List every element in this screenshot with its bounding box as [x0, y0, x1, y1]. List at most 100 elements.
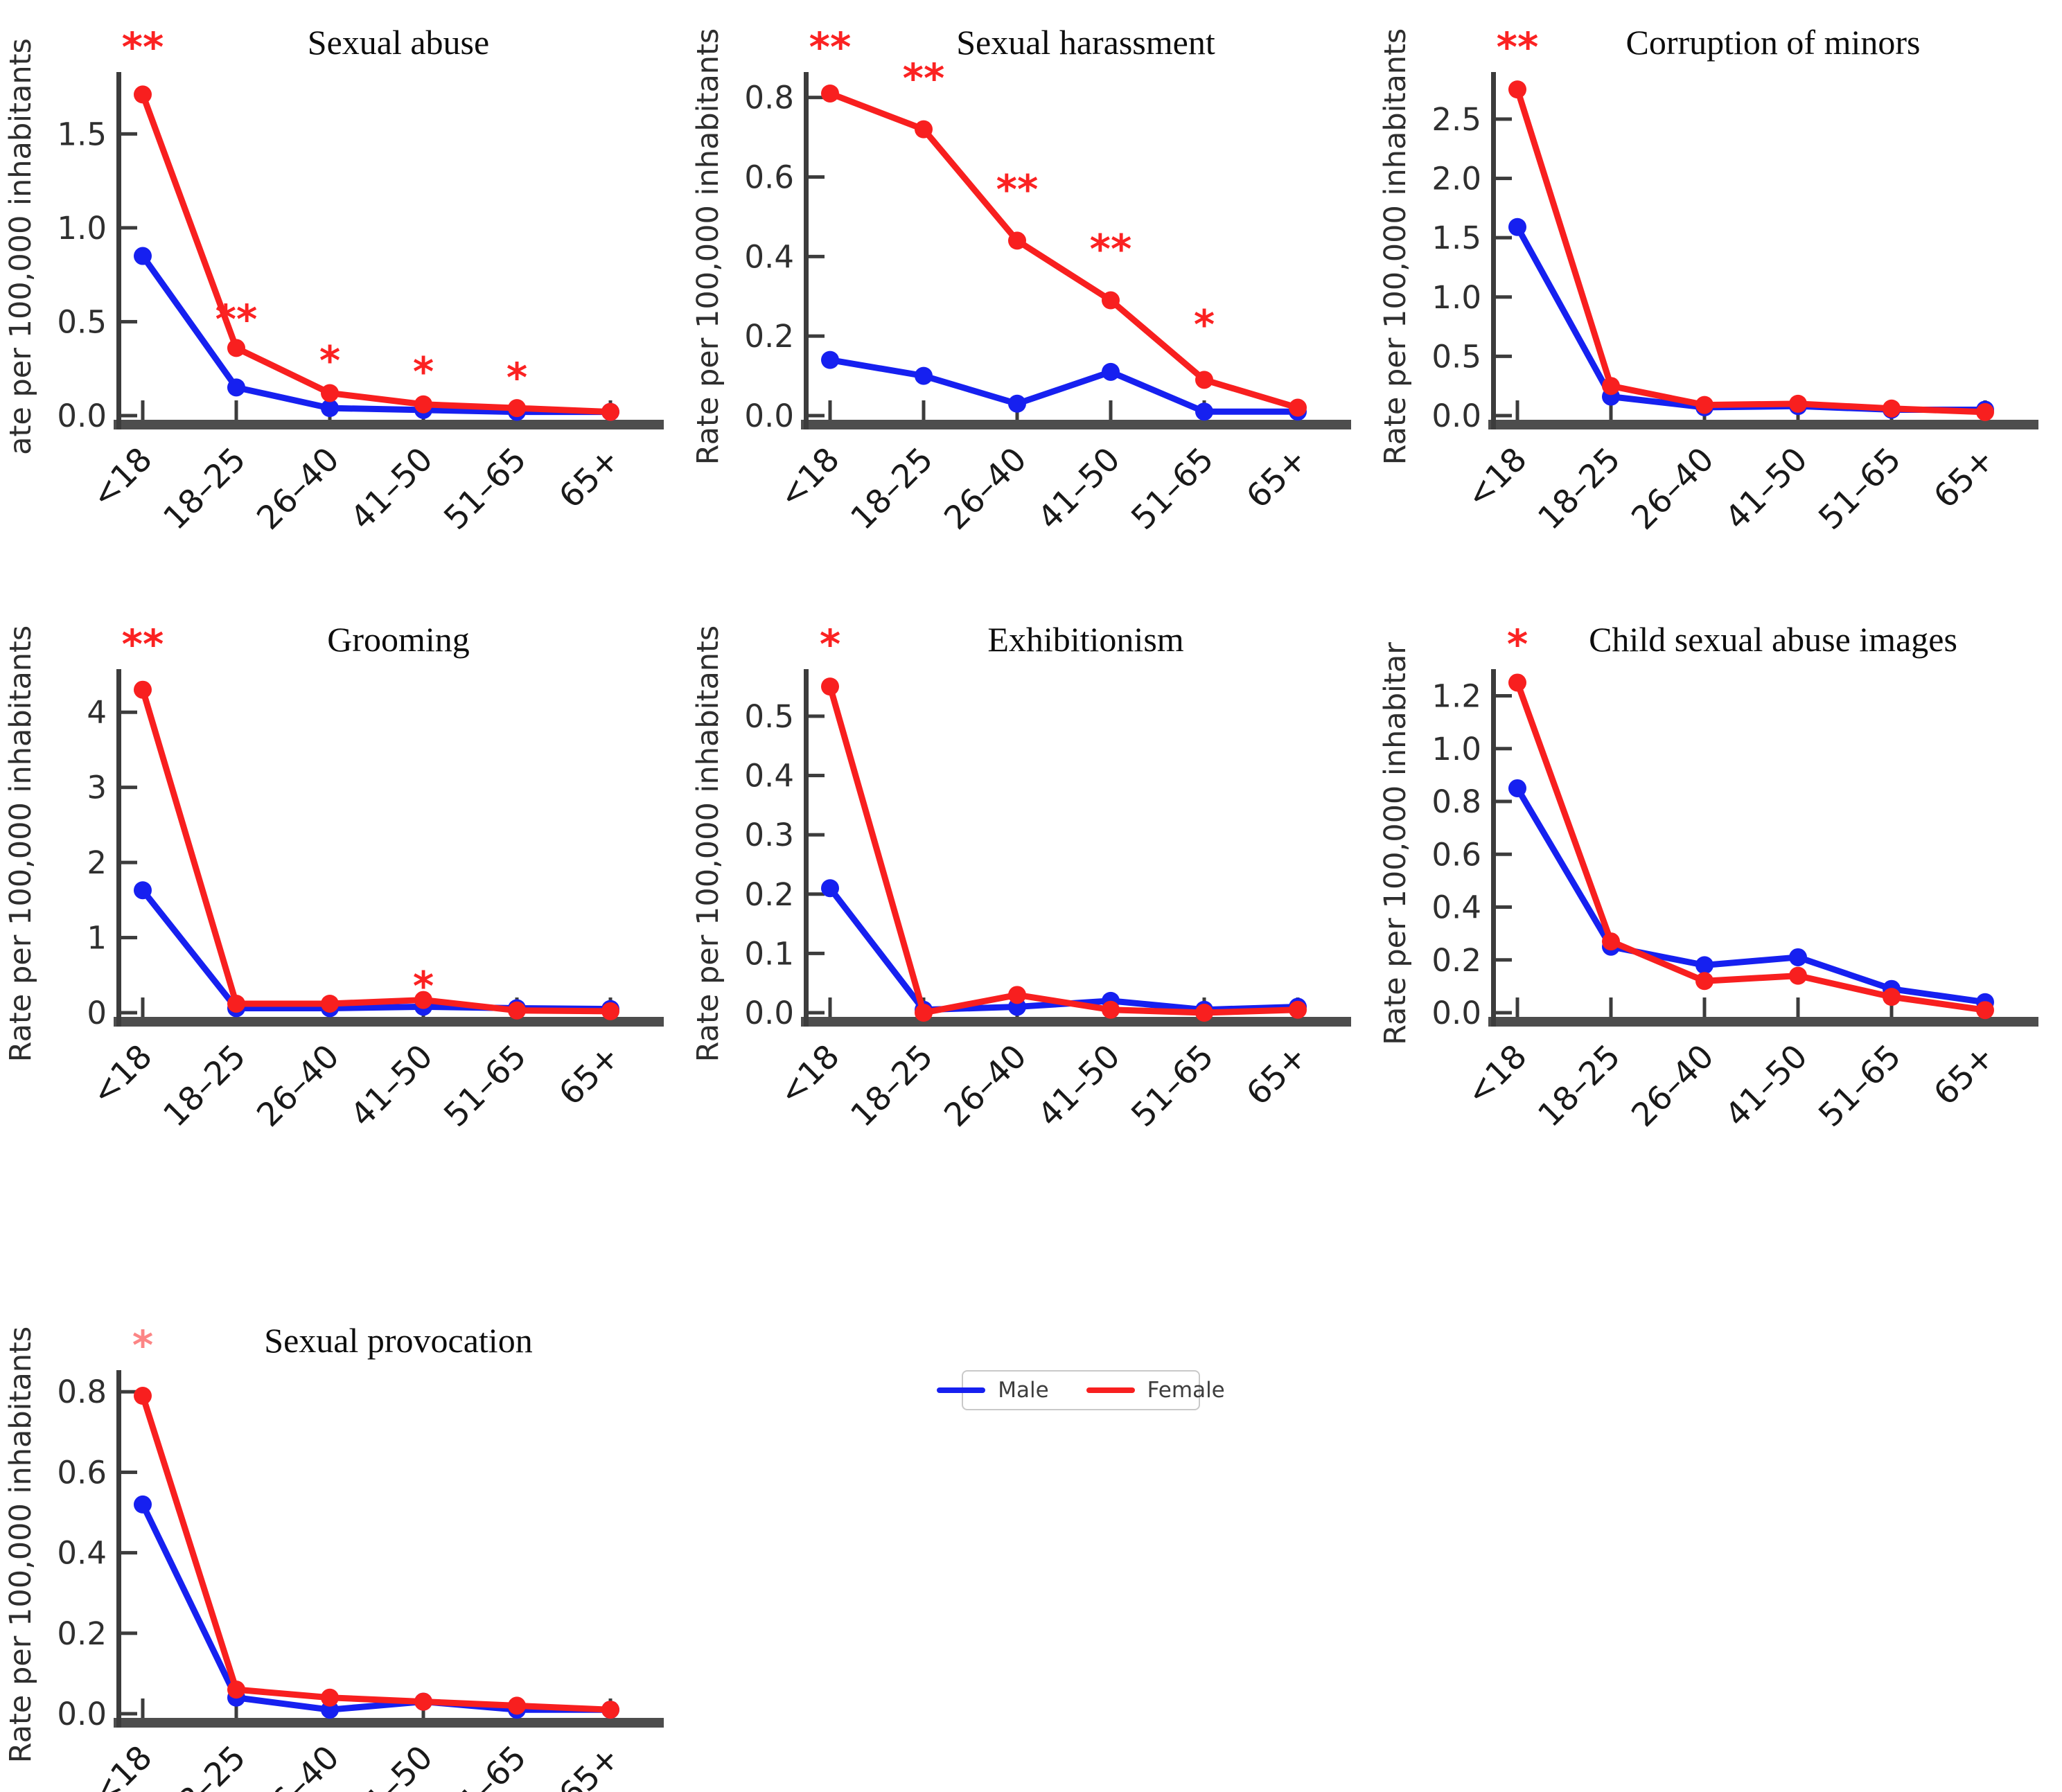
y-tick [1494, 747, 1512, 751]
legend-item-female: Female [1086, 1378, 1225, 1403]
x-tick-label: <18 [771, 1038, 847, 1113]
data-point-female [1695, 972, 1713, 991]
x-tick-label: 41–50 [343, 441, 440, 538]
data-point-female [321, 994, 339, 1013]
y-tick-label: 0.1 [744, 935, 794, 972]
data-point-female [821, 677, 839, 696]
x-tick [1889, 997, 1894, 1017]
data-point-female [414, 395, 432, 414]
data-point-female [508, 399, 526, 418]
x-tick [234, 400, 238, 420]
data-point-male [1008, 394, 1026, 413]
data-point-female [1195, 1004, 1213, 1022]
y-tick-label: 1 [87, 920, 107, 957]
y-tick-label: 0.4 [744, 758, 794, 795]
y-tick-label: 0.4 [744, 238, 794, 275]
data-point-male [134, 881, 152, 900]
y-tick-label: 1.0 [57, 210, 107, 247]
chart-title: Sexual abuse [308, 23, 489, 62]
data-point-female [915, 1004, 933, 1022]
legend-male-label: Male [998, 1378, 1049, 1403]
data-point-female [1289, 1000, 1307, 1019]
y-tick-label: 0.0 [744, 995, 794, 1031]
data-point-female [1695, 396, 1713, 414]
y-tick [1494, 177, 1512, 181]
data-point-female [1883, 988, 1901, 1006]
series-line-female [139, 91, 614, 416]
y-tick [1494, 799, 1512, 804]
x-tick-label: <18 [1459, 1038, 1534, 1113]
chart-panel-sexual-harassment: 0.0 0.2 0.4 0.6 0.8 <18 18–25 26–40 41–50 51–65 65… [687, 0, 1375, 597]
x-tick-label: 26–40 [249, 1038, 346, 1135]
empty-panel [1375, 1194, 2062, 1791]
data-point-female [1602, 932, 1620, 951]
y-tick-label: 2.5 [1431, 101, 1481, 138]
x-tick-label: 41–50 [1718, 441, 1815, 538]
x-tick-label: 18–25 [1531, 1038, 1628, 1135]
y-tick-label: 0.8 [1431, 783, 1481, 820]
data-point-male [821, 351, 839, 369]
x-tick-label: 65+ [552, 1038, 627, 1113]
data-point-female [601, 402, 619, 421]
data-point-male [134, 1495, 152, 1514]
x-tick-label: 41–50 [1030, 1038, 1127, 1135]
data-point-male [1195, 402, 1213, 421]
chart-title: Grooming [327, 620, 470, 659]
x-tick [1515, 400, 1519, 420]
x-tick-label: <18 [84, 1038, 159, 1113]
chart-panel-corruption-of-minors: 0.0 0.5 1.0 1.5 2.0 2.5 <18 18–25 26–40 41–50 51–6… [1375, 0, 2062, 597]
series-line-male [139, 887, 614, 1013]
y-tick-label: 0.6 [744, 159, 794, 196]
y-tick [119, 414, 137, 418]
y-tick [807, 833, 825, 837]
x-axis-spine [801, 1017, 1351, 1027]
significance-marker: * [1507, 621, 1528, 668]
y-tick [1494, 236, 1512, 240]
x-tick-label: <18 [1459, 441, 1534, 516]
data-point-female [1195, 371, 1213, 389]
data-point-female [134, 85, 152, 104]
y-tick-label: 0.2 [1431, 942, 1481, 979]
x-tick-label: 65+ [552, 1739, 627, 1792]
data-point-male [134, 247, 152, 265]
significance-marker: * [506, 354, 527, 401]
chart-panel-sexual-abuse: 0.0 0.5 1.0 1.5 <18 18–25 26–40 41–50 51–65 65+ Se… [0, 0, 687, 597]
x-tick-label: 65+ [1926, 1038, 2002, 1113]
x-tick [234, 1698, 238, 1718]
x-tick-label: <18 [84, 1739, 159, 1792]
series-line-male [139, 253, 614, 416]
data-point-female [227, 1680, 245, 1699]
significance-marker: ** [1090, 226, 1132, 273]
data-point-female [227, 994, 245, 1013]
y-tick-label: 0.0 [1431, 398, 1481, 434]
line-chart: 0.0 0.5 1.0 1.5 2.0 2.5 <1818–2526–4041–5051–6… [1378, 23, 2038, 538]
x-axis-spine [1488, 1017, 2038, 1027]
significance-marker: * [132, 1322, 153, 1369]
x-tick-label: 18–25 [156, 1038, 253, 1135]
x-tick-label: 26–40 [1624, 1038, 1721, 1135]
x-tick-label: 51–65 [1124, 441, 1221, 538]
data-point-female [601, 1002, 619, 1020]
series-line-male [139, 1501, 614, 1713]
x-axis-spine [801, 420, 1351, 429]
legend-female-label: Female [1147, 1378, 1225, 1403]
x-tick-label: 18–25 [156, 1739, 253, 1792]
y-tick-label: 0.4 [57, 1535, 107, 1572]
y-axis-spine [116, 1370, 121, 1728]
y-tick [119, 710, 137, 714]
data-point-female [321, 1688, 339, 1707]
x-tick-label: 26–40 [937, 1038, 1034, 1135]
legend: Male Female [937, 1370, 1225, 1410]
data-point-male [321, 399, 339, 418]
data-point-female [321, 384, 339, 402]
data-point-male [1789, 948, 1807, 966]
y-tick [807, 96, 825, 100]
x-tick [141, 400, 145, 420]
x-axis-spine [114, 420, 664, 429]
data-point-female [134, 680, 152, 699]
y-tick-label: 0.5 [1431, 338, 1481, 375]
x-tick [141, 997, 145, 1017]
y-tick-label: 1.0 [1431, 731, 1481, 768]
